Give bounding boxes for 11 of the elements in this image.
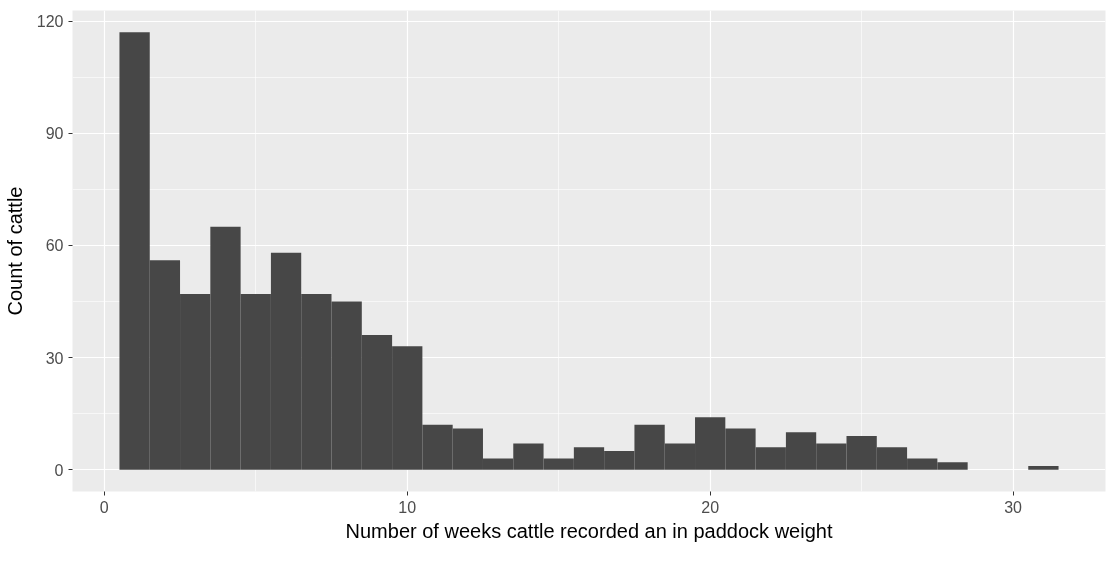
y-tick-label: 120 xyxy=(36,13,64,31)
y-axis-title: Count of cattle xyxy=(3,186,26,316)
y-tick-label: 90 xyxy=(45,125,64,143)
y-tick-label: 60 xyxy=(45,237,64,255)
x-tick-label: 0 xyxy=(99,498,109,516)
x-axis-title: Number of weeks cattle recorded an in paddock weight xyxy=(345,519,833,542)
x-tick-label: 20 xyxy=(701,498,720,516)
y-tick-label: 0 xyxy=(54,461,64,479)
x-tick-label: 30 xyxy=(1004,498,1023,516)
x-tick-label: 10 xyxy=(398,498,417,516)
y-tick-label: 30 xyxy=(45,349,64,367)
